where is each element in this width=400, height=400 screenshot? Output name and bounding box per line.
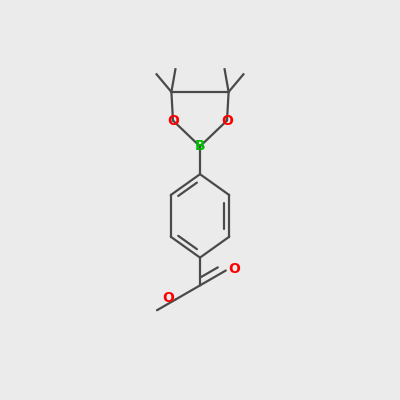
Text: O: O [162, 291, 174, 305]
Text: O: O [228, 262, 240, 276]
Text: B: B [195, 139, 205, 153]
Text: O: O [167, 114, 179, 128]
Text: O: O [221, 114, 233, 128]
